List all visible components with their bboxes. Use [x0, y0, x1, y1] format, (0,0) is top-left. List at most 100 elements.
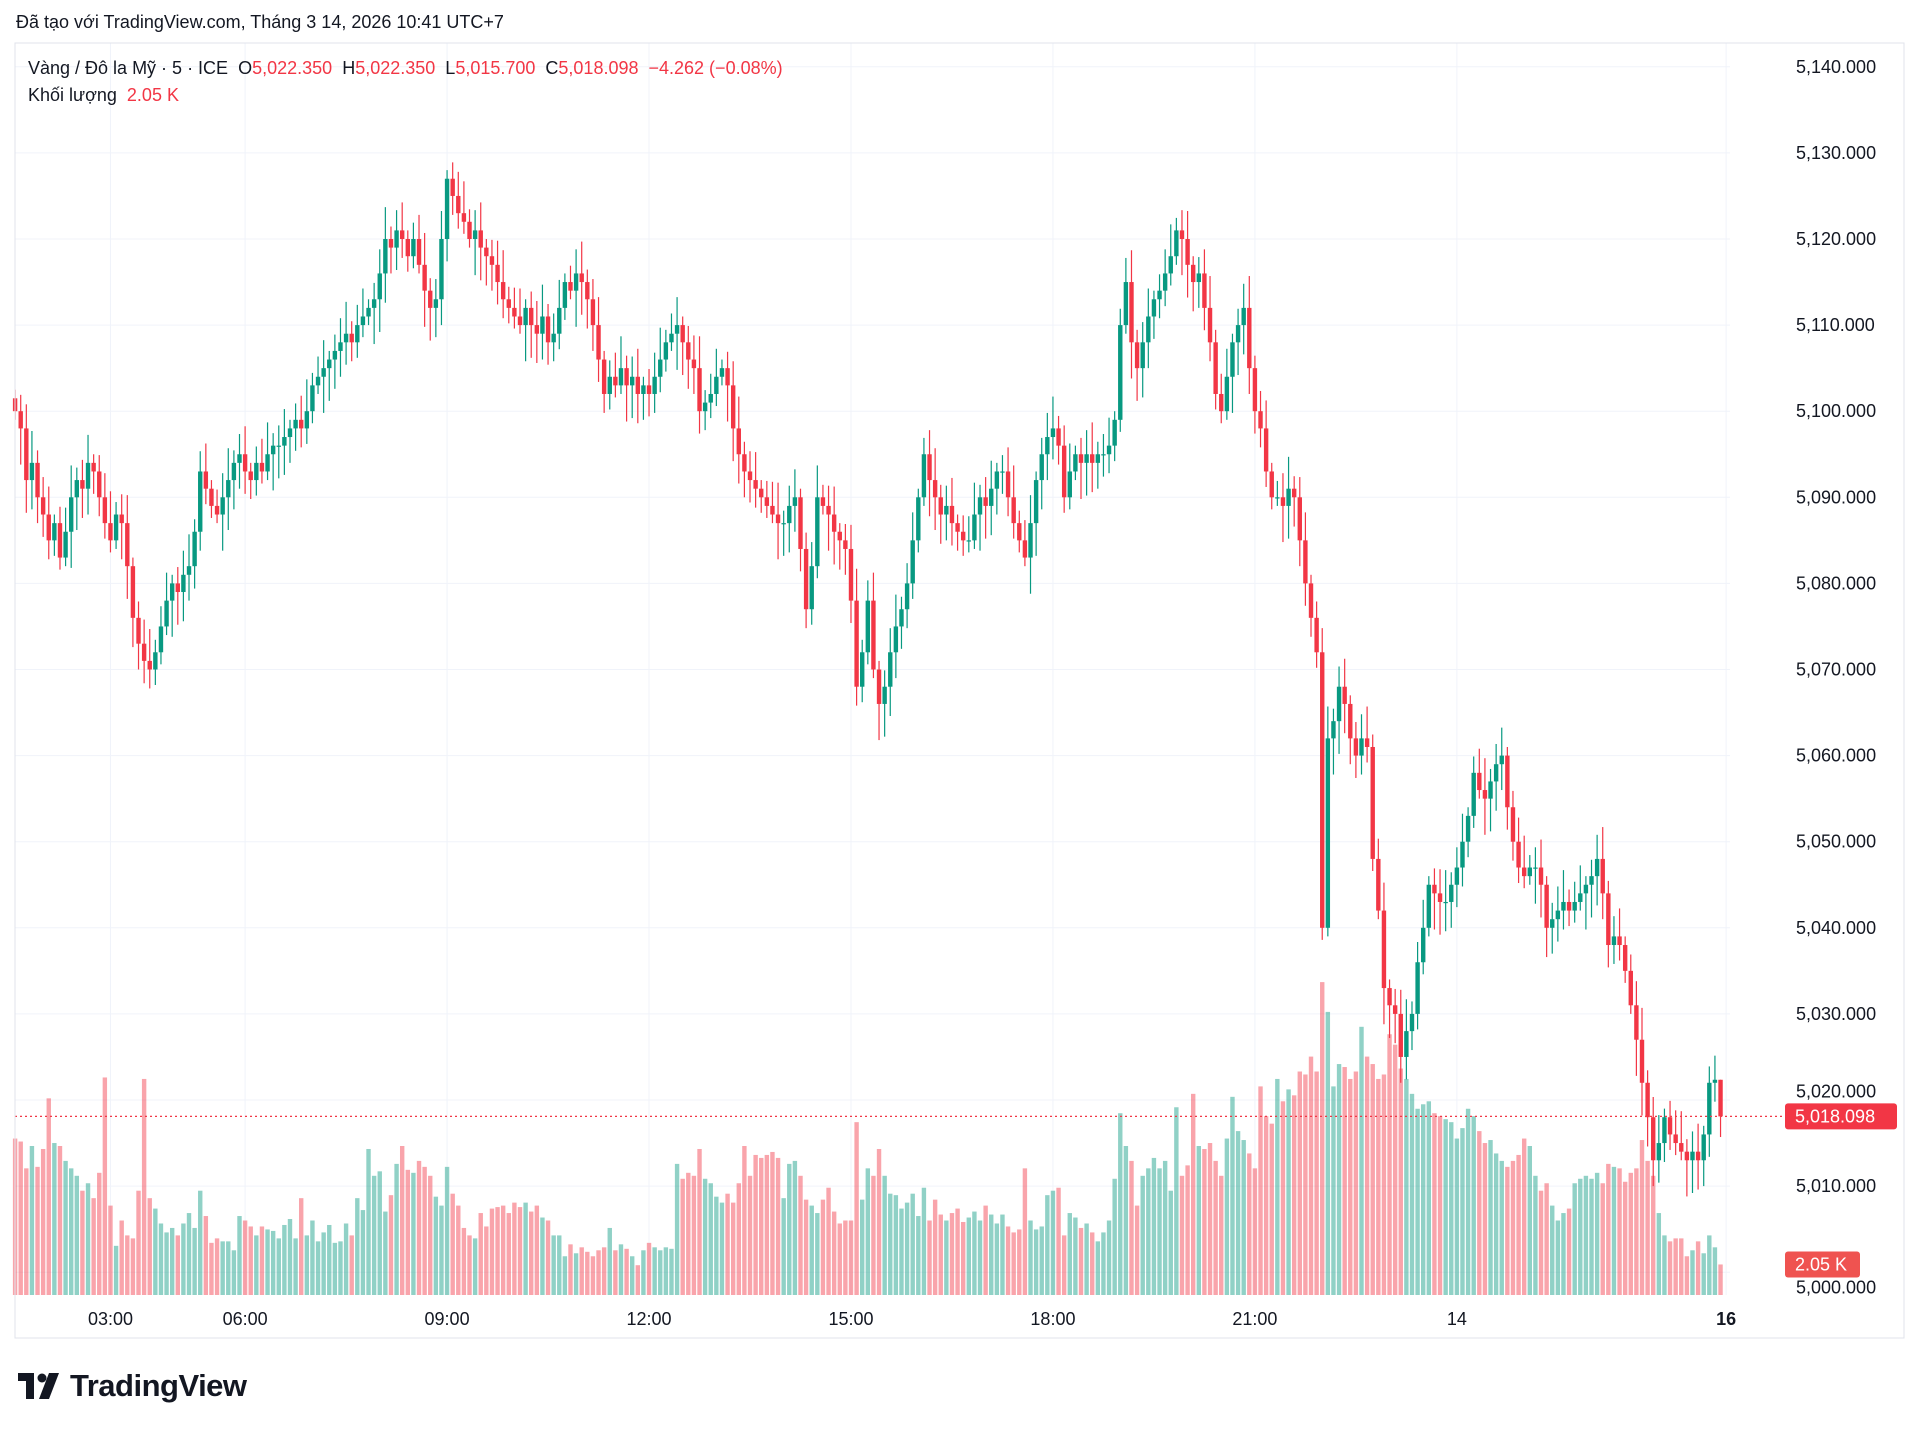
volume-bar — [500, 1205, 506, 1295]
candle — [809, 542, 814, 625]
candle — [579, 241, 584, 315]
candle — [989, 460, 994, 536]
volume-bar — [551, 1235, 556, 1295]
candle — [495, 240, 500, 305]
candle — [977, 484, 983, 551]
volume-bars — [12, 982, 1723, 1295]
volume-bar — [1404, 1078, 1409, 1295]
candle — [1331, 708, 1336, 775]
symbol-name[interactable]: Vàng / Đô la Mỹ · 5 · ICE — [28, 58, 229, 78]
volume-bar — [1392, 1044, 1398, 1295]
volume-bar — [674, 1163, 680, 1295]
candle — [192, 519, 197, 589]
candle — [1544, 876, 1549, 958]
volume-bar — [394, 1163, 399, 1295]
candle — [226, 448, 231, 531]
candle-body — [742, 454, 747, 472]
candle-body — [1314, 617, 1319, 653]
volume-bar — [966, 1217, 971, 1295]
candle-body — [697, 368, 702, 412]
volume-bar — [972, 1211, 977, 1295]
candle — [1061, 425, 1067, 513]
volume-bar — [1353, 1071, 1359, 1295]
volume-bar — [1359, 1026, 1364, 1295]
volume-bar — [366, 1148, 371, 1295]
volume-bar — [517, 1207, 523, 1295]
candle — [1084, 430, 1089, 496]
candle-body — [1707, 1082, 1712, 1135]
volume-bar — [293, 1238, 298, 1295]
volume-bar — [1213, 1160, 1218, 1295]
candle — [1712, 1055, 1718, 1102]
candle — [674, 297, 680, 370]
volume-label[interactable]: Khối lượng — [28, 85, 117, 105]
volume-bar — [1090, 1232, 1095, 1295]
candle-body — [910, 540, 915, 584]
candle — [658, 327, 663, 393]
candle — [388, 226, 394, 274]
candle — [1465, 807, 1471, 858]
price-tick-label: 5,100.000 — [1796, 401, 1876, 421]
candle-body — [1247, 307, 1252, 369]
candle-body — [428, 290, 433, 308]
volume-bar — [1516, 1154, 1521, 1295]
candle — [1521, 835, 1527, 889]
candle — [775, 482, 781, 560]
candle-body — [1213, 342, 1218, 394]
candle — [910, 512, 915, 599]
candle — [125, 495, 130, 599]
candle-body — [1611, 936, 1617, 946]
candle-body — [960, 531, 966, 541]
candle-body — [46, 514, 51, 541]
candle-body — [562, 282, 568, 308]
volume-bar — [1662, 1235, 1667, 1295]
candle — [1656, 1115, 1662, 1183]
candle — [394, 210, 399, 270]
candle-body — [977, 497, 983, 515]
candle-body — [1168, 256, 1173, 274]
time-tick-label: 21:00 — [1232, 1309, 1277, 1329]
candle — [1224, 348, 1230, 420]
volume-bar — [1415, 1108, 1420, 1295]
candle — [18, 394, 23, 465]
volume-bar — [989, 1214, 994, 1295]
candle-body — [944, 505, 949, 515]
candle-body — [1667, 1117, 1673, 1135]
price-tick-label: 5,040.000 — [1796, 918, 1876, 938]
volume-bar — [1695, 1241, 1701, 1295]
candle-body — [35, 462, 40, 498]
candle — [1421, 899, 1426, 975]
volume-bar — [630, 1256, 635, 1295]
volume-bar — [1207, 1143, 1213, 1295]
candle-body — [618, 368, 624, 386]
candle — [899, 596, 904, 649]
candle — [181, 550, 186, 622]
volume-bar — [803, 1199, 809, 1295]
candle — [1415, 942, 1420, 1030]
candle — [1269, 462, 1274, 510]
tradingview-logo[interactable]: TradingView — [18, 1368, 247, 1404]
candle-body — [1095, 454, 1101, 463]
volume-bar — [1628, 1172, 1633, 1295]
volume-bar — [1134, 1205, 1140, 1295]
candle — [1617, 908, 1622, 961]
candle-body — [1308, 583, 1314, 618]
low-value: 5,015.700 — [455, 58, 536, 78]
candle — [871, 572, 876, 679]
candle — [1718, 1079, 1723, 1138]
price-axis[interactable]: 5,000.000 5,010.000 5,020.000 5,030.000 5,04… — [1796, 57, 1876, 1298]
candle — [691, 335, 697, 394]
candle-body — [590, 299, 596, 326]
candle-body — [573, 273, 579, 291]
candle-body — [517, 316, 523, 326]
time-axis[interactable]: 03:00 06:00 09:00 12:00 15:00 18:00 21:00 14 16 — [88, 1309, 1736, 1329]
candle-body — [1275, 497, 1280, 499]
volume-bar — [265, 1229, 270, 1295]
price-tick-label: 5,070.000 — [1796, 660, 1876, 680]
candle — [377, 249, 382, 332]
candle — [1550, 902, 1555, 954]
volume-bar — [1230, 1096, 1235, 1295]
candle — [450, 162, 455, 215]
candle — [1045, 412, 1050, 481]
